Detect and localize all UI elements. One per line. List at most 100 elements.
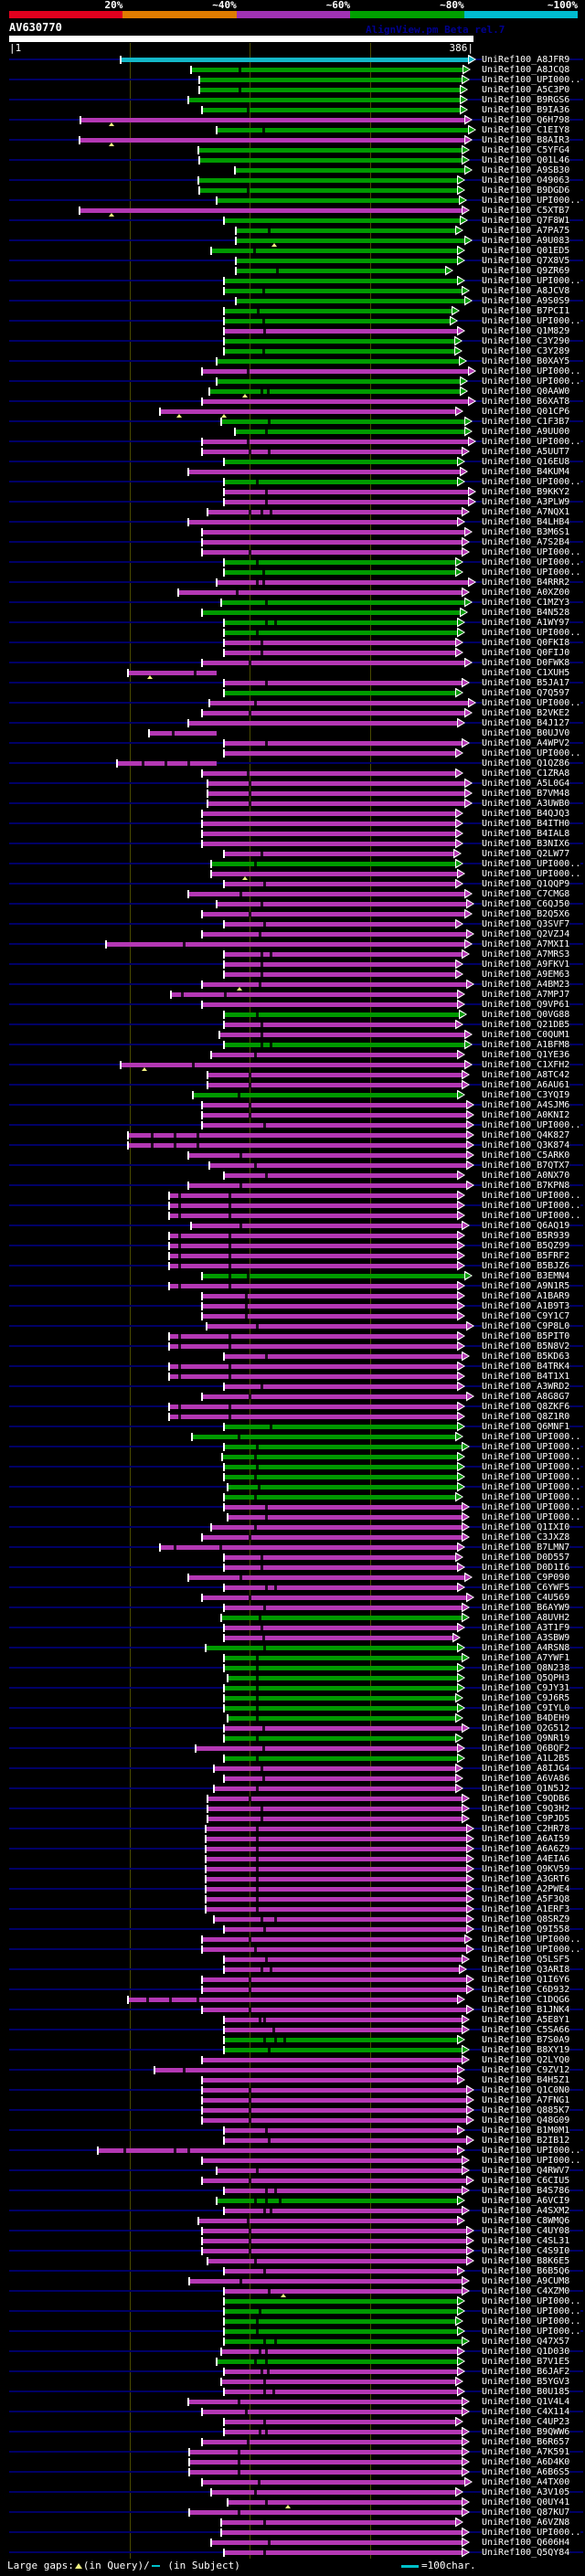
hit-bar[interactable] [225,479,457,484]
hit-bar[interactable] [218,197,459,203]
hit-row[interactable]: UniRef100_UPI000.. [0,2295,585,2306]
hit-row[interactable]: UniRef100_Q1QZ86 [0,758,585,769]
hit-row[interactable]: UniRef100_Q2G512 [0,1723,585,1733]
hit-row[interactable]: UniRef100_Q9ZR69 [0,265,585,276]
hit-bar[interactable] [218,127,468,133]
hit-bar[interactable] [203,1122,466,1128]
hit-bar[interactable] [215,1765,455,1771]
hit-label[interactable]: UniRef100_A0KNI2 [482,1109,570,1120]
hit-label[interactable]: UniRef100_C1EIY8 [482,124,570,135]
hit-label[interactable]: UniRef100_A4WPV2 [482,737,570,748]
hit-bar[interactable] [223,1454,457,1459]
hit-label[interactable]: UniRef100_UPI000.. [482,1501,581,1512]
hit-bar[interactable] [203,2097,466,2103]
hit-label[interactable]: UniRef100_UPI000.. [482,567,581,578]
hit-bar[interactable] [190,2449,462,2454]
hit-label[interactable]: UniRef100_D0D557 [482,1552,570,1563]
hit-label[interactable]: UniRef100_Q0AAW0 [482,386,570,397]
hit-bar[interactable] [218,579,468,585]
hit-row[interactable]: UniRef100_UPI000.. [0,627,585,638]
hit-label[interactable]: UniRef100_B4KUM4 [482,466,570,477]
hit-label[interactable]: UniRef100_C9P090 [482,1572,570,1583]
hit-label[interactable]: UniRef100_C3JXZ8 [482,1532,570,1542]
hit-row[interactable]: UniRef100_C3JXZ8 [0,1532,585,1542]
hit-bar[interactable] [225,348,454,354]
hit-row[interactable]: UniRef100_Q47X57 [0,2336,585,2347]
hit-row[interactable]: UniRef100_C9Q3H2 [0,1803,585,1814]
hit-bar[interactable] [225,1635,452,1640]
hit-row[interactable]: UniRef100_C4UY08 [0,2225,585,2236]
hit-row[interactable]: UniRef100_C6QJ50 [0,898,585,909]
hit-label[interactable]: UniRef100_A8JCV8 [482,285,570,296]
hit-label[interactable]: UniRef100_C6YWF5 [482,1582,570,1593]
hit-row[interactable]: UniRef100_B4J127 [0,717,585,728]
hit-label[interactable]: UniRef100_A4TX00 [482,2476,570,2487]
hit-label[interactable]: UniRef100_B4N528 [482,607,570,618]
hit-bar[interactable] [225,1012,459,1017]
hit-row[interactable]: UniRef100_A4BM23 [0,979,585,991]
hit-label[interactable]: UniRef100_UPI000.. [482,546,581,557]
hit-label[interactable]: UniRef100_A7MPJ7 [482,989,570,1000]
hit-bar[interactable] [225,750,455,756]
hit-label[interactable]: UniRef100_A6VA86 [482,1773,570,1784]
hit-bar[interactable] [203,1273,464,1278]
hit-bar[interactable] [190,2509,462,2515]
hit-label[interactable]: UniRef100_B3NIX6 [482,838,570,849]
hit-row[interactable]: UniRef100_Q1I6Y6 [0,1974,585,1985]
hit-row[interactable]: UniRef100_A8UVH2 [0,1612,585,1623]
hit-label[interactable]: UniRef100_B5PIT0 [482,1330,570,1341]
hit-label[interactable]: UniRef100_B6JAF2 [482,2366,570,2377]
hit-label[interactable]: UniRef100_UPI000.. [482,1491,581,1502]
hit-label[interactable]: UniRef100_Q21DB5 [482,1019,570,1030]
hit-label[interactable]: UniRef100_A9EM63 [482,969,570,980]
hit-row[interactable]: UniRef100_B2Q5X6 [0,908,585,919]
hit-label[interactable]: UniRef100_B4IAL8 [482,828,570,839]
hit-bar[interactable] [150,730,217,736]
hit-label[interactable]: UniRef100_Q01ED5 [482,245,570,256]
hit-label[interactable]: UniRef100_B5JA17 [482,677,570,688]
hit-label[interactable]: UniRef100_C7CMG8 [482,888,570,899]
hit-bar[interactable] [225,1172,457,1178]
hit-bar[interactable] [118,760,217,766]
hit-bar[interactable] [222,1615,462,1620]
hit-row[interactable]: UniRef100_B4DEH9 [0,1712,585,1723]
hit-label[interactable]: UniRef100_B7S0A9 [482,2034,570,2045]
hit-label[interactable]: UniRef100_C4S9I0 [482,2245,570,2256]
hit-bar[interactable] [225,2419,455,2424]
hit-label[interactable]: UniRef100_A6A6Z9 [482,1843,570,1854]
hit-label[interactable]: UniRef100_A3V105 [482,2486,570,2497]
hit-row[interactable]: UniRef100_A6VA86 [0,1773,585,1784]
hit-label[interactable]: UniRef100_UPI000.. [482,1210,581,1221]
hit-label[interactable]: UniRef100_B9RGS6 [482,94,570,105]
hit-row[interactable]: UniRef100_B7VM48 [0,788,585,799]
hit-label[interactable]: UniRef100_UPI000.. [482,366,581,376]
hit-bar[interactable] [208,800,464,806]
hit-row[interactable]: UniRef100_UPI000.. [0,1210,585,1221]
hit-label[interactable]: UniRef100_B7VM48 [482,788,570,799]
hit-label[interactable]: UniRef100_A8IJG4 [482,1763,570,1774]
hit-row[interactable]: UniRef100_C9ZV12 [0,2064,585,2075]
hit-bar[interactable] [225,1966,459,1972]
hit-bar[interactable] [155,2067,457,2072]
hit-row[interactable]: UniRef100_A9FKV1 [0,959,585,970]
hit-bar[interactable] [212,2539,462,2545]
hit-label[interactable]: UniRef100_B8XY19 [482,2044,570,2055]
hit-label[interactable]: UniRef100_UPI000.. [482,1190,581,1201]
hit-row[interactable]: UniRef100_UPI000.. [0,1944,585,1955]
hit-row[interactable]: UniRef100_Q885K7 [0,2104,585,2115]
hit-row[interactable]: UniRef100_D0D1I6 [0,1562,585,1573]
hit-bar[interactable] [225,971,455,977]
hit-row[interactable]: UniRef100_A9S0S9 [0,295,585,306]
hit-row[interactable]: UniRef100_A4RSN8 [0,1642,585,1653]
hit-bar[interactable] [170,1253,457,1258]
hit-row[interactable]: UniRef100_B5FRF2 [0,1250,585,1261]
hit-row[interactable]: UniRef100_B2VKE2 [0,707,585,718]
hit-label[interactable]: UniRef100_B5QZ99 [482,1240,570,1251]
hit-row[interactable]: UniRef100_B4T1X1 [0,1371,585,1382]
hit-row[interactable]: UniRef100_UPI000.. [0,376,585,387]
hit-label[interactable]: UniRef100_C3Y289 [482,345,570,356]
hit-bar[interactable] [203,1977,466,1982]
hit-row[interactable]: UniRef100_C1ZRA8 [0,768,585,779]
hit-bar[interactable] [225,1695,455,1701]
hit-bar[interactable] [225,1625,457,1630]
